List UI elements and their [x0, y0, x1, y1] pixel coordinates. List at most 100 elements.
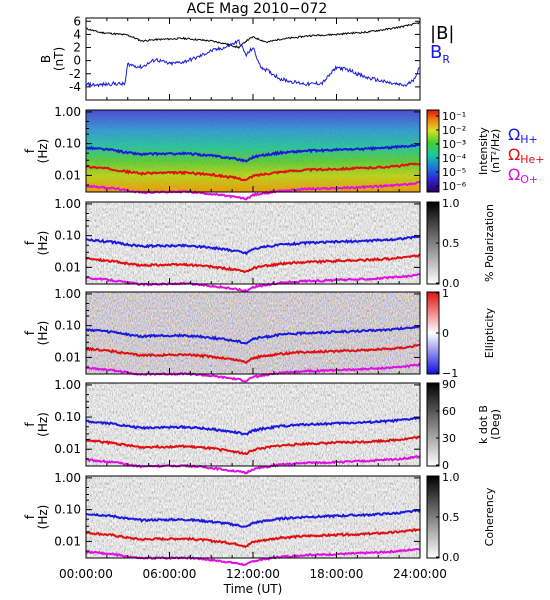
ion-legend-subscript: He+	[520, 153, 544, 166]
ylabel-line: f	[23, 422, 37, 427]
panel-polarization: 1.00 0.10 0.01 f(Hz) 1.0 0.5 0.0 % Polarization	[23, 197, 496, 293]
colorbar-tick-label: 30	[442, 432, 456, 445]
y-tick-label: 0.01	[54, 260, 81, 274]
y-tick-label: 1.00	[54, 378, 81, 392]
colorbar-label: % Polarization	[483, 204, 496, 282]
ylabel-line: (Hz)	[36, 505, 50, 530]
he-plus-gyrofrequency-line	[85, 527, 421, 549]
ylabel-line: (Hz)	[36, 321, 50, 346]
x-tick-label: 18:00:00	[310, 567, 364, 581]
colorbar-label-line: Coherency	[483, 487, 496, 546]
figure-title: ACE Mag 2010−072	[187, 1, 327, 17]
panel-ylabel: f(Hz)	[23, 231, 50, 256]
y-tick-label: 0.10	[54, 229, 81, 243]
ylabel-line: B	[39, 55, 53, 63]
colorbar-label: Intensity(nT²/Hz)	[477, 127, 502, 175]
he-plus-gyrofrequency-line	[85, 435, 421, 456]
series-b-total-line	[85, 21, 421, 50]
colorbar-tick-label: 1	[442, 287, 449, 300]
ion-legend-h-plus: ΩH+	[508, 125, 538, 146]
y-tick-label: 0.10	[54, 319, 81, 333]
colorbar-label-line: Ellipticity	[483, 307, 496, 358]
y-tick-label: 1.00	[54, 471, 81, 485]
panel-kdotb: 1.00 0.10 0.01 f(Hz) 90 60 30 0 k dot B(Deg)	[23, 378, 502, 475]
y-tick-label: -4	[69, 80, 81, 94]
y-tick-label: 0.01	[54, 168, 81, 182]
colorbar-tick-label: 1.0	[442, 197, 460, 210]
y-tick-label: 0.10	[54, 137, 81, 151]
colorbar-tick-label: 1.0	[442, 471, 460, 484]
spectrogram-texture	[86, 292, 420, 374]
ion-legend-o-plus: ΩO+	[508, 165, 538, 186]
he-plus-gyrofrequency-line	[85, 162, 421, 182]
y-tick-label: 6	[73, 14, 81, 28]
x-tick-label: 24:00:00	[393, 567, 447, 581]
colorbar-label-line: (Deg)	[489, 409, 502, 440]
ylabel-line: (Hz)	[36, 139, 50, 164]
h-plus-gyrofrequency-line	[85, 416, 421, 436]
spectrogram-texture	[86, 110, 420, 192]
colorbar-tick-label: −1	[442, 367, 458, 380]
panel-intensity: 1.00 0.10 0.01 f(Hz) 10⁻¹10⁻²10⁻³10⁻⁴10⁻⁵10⁻…	[23, 105, 545, 201]
y-tick-label: 4	[73, 27, 81, 41]
panel-ylabel: f(Hz)	[23, 139, 50, 164]
colorbar-tick-label: 60	[442, 405, 456, 418]
y-tick-label: 1.00	[54, 287, 81, 301]
spectrogram-background	[86, 476, 420, 558]
colorbar-label-line: (nT²/Hz)	[489, 129, 502, 173]
ion-legend-subscript: H+	[520, 133, 538, 146]
colorbar-tick-label: 0.5	[442, 237, 460, 250]
spectrogram-background	[86, 383, 420, 466]
h-plus-gyrofrequency-line	[85, 508, 421, 528]
legend-subscript: R	[442, 53, 450, 66]
ylabel-line: (Hz)	[36, 231, 50, 256]
spectrogram-background	[86, 202, 420, 284]
x-tick-label: 12:00:00	[226, 567, 280, 581]
h-plus-gyrofrequency-line	[85, 234, 421, 256]
colorbar-tick-label: 0	[442, 459, 449, 472]
colorbar-tick-label: 10⁻¹	[442, 110, 466, 123]
panel-ylabel: f(Hz)	[23, 412, 50, 437]
colorbar-label-line: Intensity	[477, 127, 490, 175]
colorbar-label: Ellipticity	[483, 307, 496, 358]
panel-ellipticity: 1.00 0.10 0.01 f(Hz) 1 0 −1 Ellipticity	[23, 287, 496, 383]
colorbar-tick-label: 10⁻⁴	[442, 152, 467, 165]
y-tick-label: 1.00	[54, 105, 81, 119]
series-b-r-line	[85, 39, 420, 88]
colorbar-label-line: % Polarization	[483, 204, 496, 282]
ion-legend-he-plus: ΩHe+	[508, 145, 545, 166]
colorbar-tick-label: 10⁻⁶	[442, 180, 467, 193]
legend-b-r: BR	[430, 42, 450, 66]
colorbar-tick-label: 90	[442, 378, 456, 391]
panel-ylabel: f(Hz)	[23, 505, 50, 530]
colorbar-tick-label: 10⁻⁵	[442, 166, 466, 179]
colorbar-label-line: k dot B	[477, 405, 490, 444]
x-axis-label: Time (UT)	[223, 582, 283, 596]
y-tick-label: 0.01	[54, 350, 81, 364]
ylabel-line: f	[23, 330, 37, 335]
y-tick-label: 0.10	[54, 503, 81, 517]
y-tick-label: 0.10	[54, 410, 81, 424]
ylabel-line: f	[23, 148, 37, 153]
h-plus-gyrofrequency-line	[85, 324, 421, 345]
colorbar-tick-label: 0.0	[442, 551, 460, 564]
colorbar-label: k dot B(Deg)	[477, 405, 502, 444]
colorbar-tick-label: 0.0	[442, 277, 460, 290]
panel-b-frame	[85, 17, 421, 101]
ylabel-line: f	[23, 514, 37, 519]
y-tick-label: -2	[69, 67, 81, 81]
y-tick-label: 1.00	[54, 197, 81, 211]
ylabel-line: (nT)	[52, 47, 66, 71]
he-plus-gyrofrequency-line	[85, 253, 421, 274]
colorbar-tick-label: 10⁻²	[442, 124, 466, 137]
legend-b-total: |B|	[430, 23, 454, 44]
colorbar	[426, 382, 440, 467]
h-plus-gyrofrequency-line	[85, 143, 421, 163]
x-tick-label: 06:00:00	[143, 567, 197, 581]
ylabel-line: f	[23, 240, 37, 245]
he-plus-gyrofrequency-line	[85, 343, 421, 365]
ion-legend-subscript: O+	[520, 173, 538, 186]
y-tick-label: 2	[73, 41, 81, 55]
